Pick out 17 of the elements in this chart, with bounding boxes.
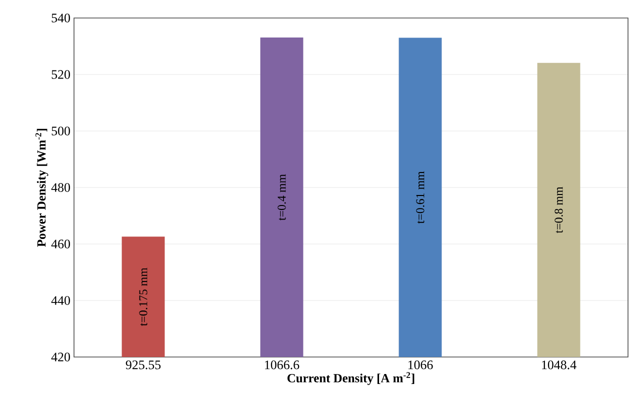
- x-tick-label: 1048.4: [542, 360, 576, 370]
- x-axis-title: Current Density [A m$^{-2}$]: [287, 372, 414, 385]
- y-tick-label: 440: [51, 296, 70, 305]
- x-tick-label: 1066: [408, 360, 433, 370]
- annotation: t=0.8 mm: [554, 186, 563, 234]
- y-tick-label: 420: [51, 352, 70, 362]
- y-tick-label: 460: [51, 240, 70, 248]
- annotation: t=0.175 mm: [139, 268, 148, 326]
- y-tick-label: 480: [51, 183, 70, 192]
- annotation: t=0.4 mm: [278, 174, 286, 220]
- y-tick-label: 500: [52, 126, 70, 136]
- y-axis-title: Power Density [Wm$^{-2}$]: [35, 128, 48, 247]
- y-tick-label: 540: [52, 14, 70, 22]
- x-tick-label: 1066.6: [265, 360, 300, 370]
- annotation: t=0.61 mm: [416, 171, 424, 224]
- x-tick-label: 925.55: [126, 360, 161, 370]
- y-tick-label: 520: [52, 70, 70, 79]
